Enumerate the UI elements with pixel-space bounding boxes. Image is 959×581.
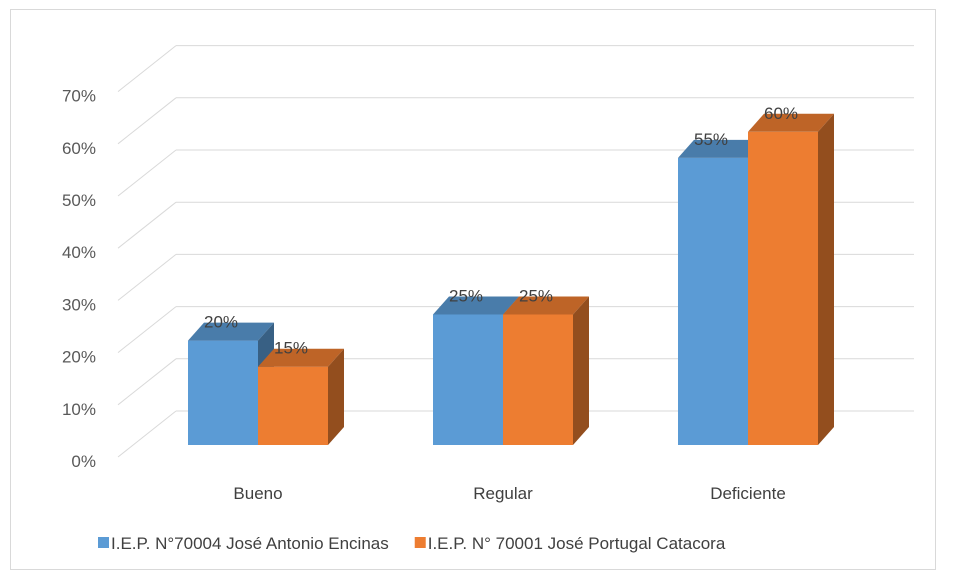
y-tick-label: 40% (62, 243, 96, 262)
bar-top (748, 113, 834, 132)
bar-side (818, 113, 834, 446)
legend-swatch (98, 537, 109, 548)
gridline-diagonal (117, 358, 177, 406)
y-tick-label: 60% (62, 139, 96, 158)
legend-swatch (414, 537, 426, 548)
bar (748, 131, 818, 446)
gridline-diagonal (117, 97, 177, 145)
y-tick-label: 20% (62, 348, 96, 367)
bar-top (188, 322, 274, 341)
bar (678, 157, 748, 445)
bar (503, 314, 573, 445)
gridline-diagonal (117, 149, 177, 197)
y-tick-label: 70% (62, 87, 96, 106)
gridline-diagonal (117, 201, 177, 249)
bar-side (328, 348, 344, 445)
bar-top (503, 296, 589, 315)
y-tick-label: 0% (71, 452, 96, 471)
legend: I.E.P. N°70004 José Antonio Encinas I.E.P… (98, 534, 726, 553)
bar-side (573, 296, 589, 445)
x-category-label: Deficiente (710, 484, 786, 503)
data-label: 25% (519, 287, 553, 306)
x-category-label: Bueno (233, 484, 282, 503)
gridline-diagonal (117, 45, 177, 92)
bars (188, 113, 834, 446)
bar-top (678, 139, 764, 158)
data-label: 60% (764, 104, 798, 123)
bar (188, 340, 258, 445)
data-label: 15% (274, 339, 308, 358)
x-axis-categories: Bueno Regular Deficiente (233, 484, 785, 503)
legend-label: I.E.P. N° 70001 José Portugal Catacora (428, 534, 726, 553)
legend-label: I.E.P. N°70004 José Antonio Encinas (111, 534, 389, 553)
bar (258, 366, 328, 445)
y-tick-label: 30% (62, 295, 96, 314)
gridline-diagonal (117, 410, 177, 458)
data-labels: 20% 15% 25% 25% 55% 60% (204, 104, 798, 358)
y-tick-label: 10% (62, 400, 96, 419)
x-category-label: Regular (473, 484, 533, 503)
y-axis-ticks: 0% 10% 20% 30% 40% 50% 60% 70% (62, 87, 96, 471)
data-label: 25% (449, 287, 483, 306)
gridline-diagonal (117, 306, 177, 353)
bar-top (433, 296, 519, 315)
gridline-diagonal (117, 254, 177, 301)
bar-top (258, 348, 344, 367)
data-label: 20% (204, 313, 238, 332)
bar (433, 314, 503, 445)
data-label: 55% (694, 130, 728, 149)
y-tick-label: 50% (62, 191, 96, 210)
